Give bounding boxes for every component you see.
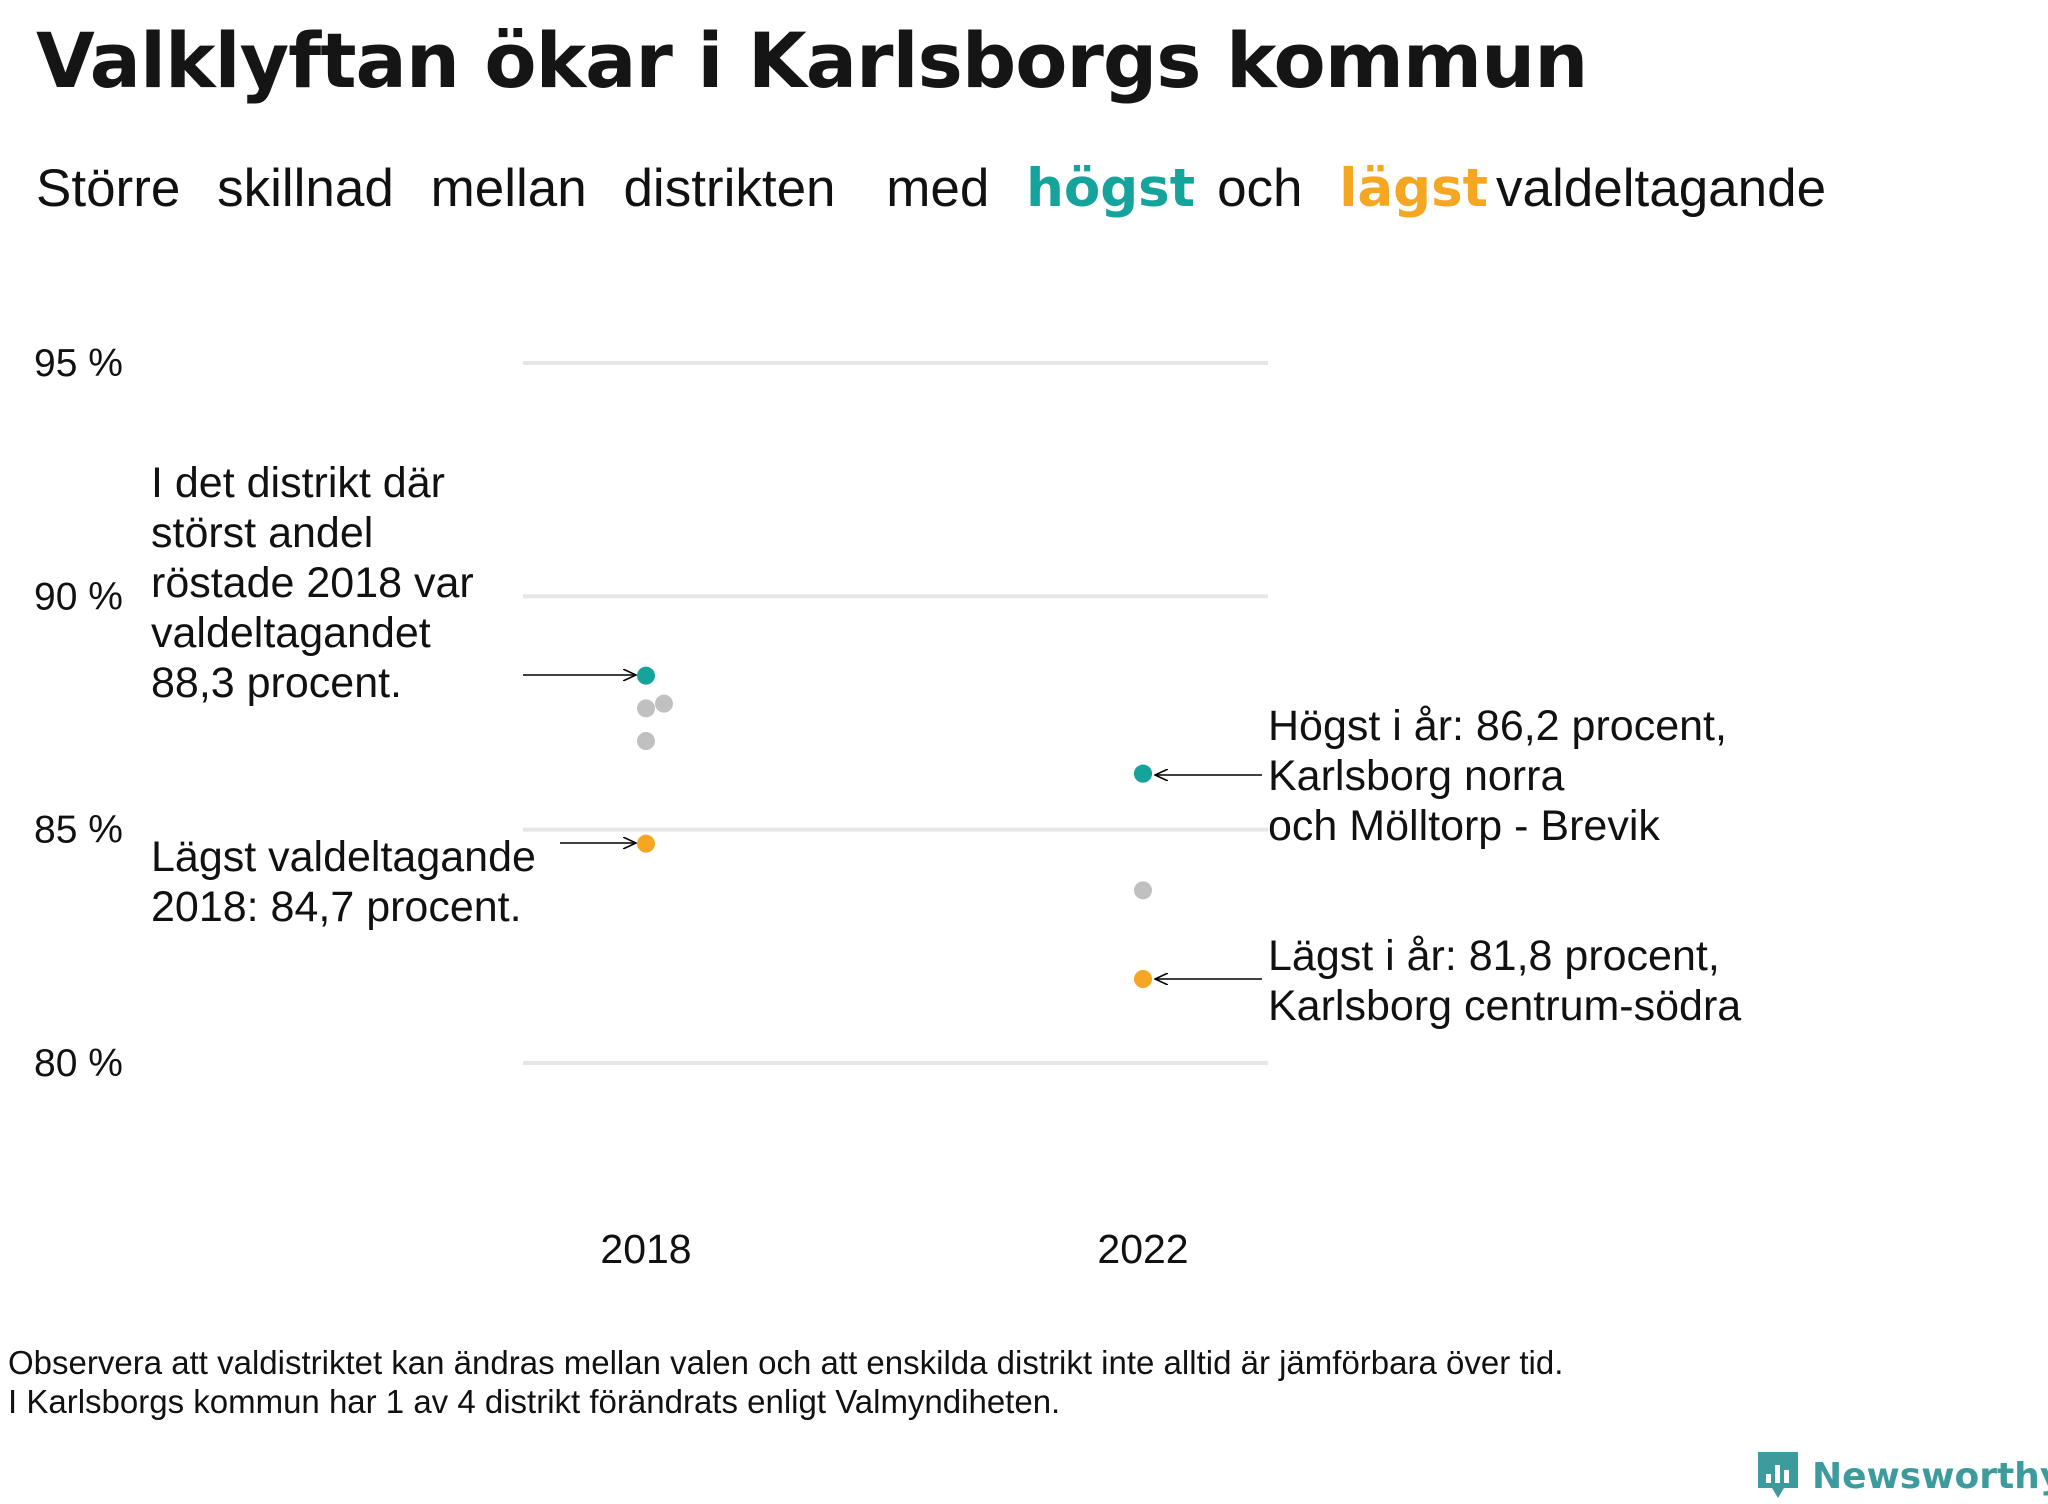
annotation-line: Karlsborg centrum-södra bbox=[1268, 982, 1742, 1030]
annotation-line: Lägst i år: 81,8 procent, bbox=[1268, 932, 1720, 980]
chart-title: Valklyftan ökar i Karlsborgs kommun bbox=[36, 16, 1588, 105]
subtitle-word: med bbox=[886, 159, 990, 218]
subtitle-word: skillnad bbox=[217, 159, 394, 218]
subtitle-word: Större bbox=[36, 159, 181, 218]
annotation-line: I det distrikt där bbox=[151, 459, 445, 507]
annotation-low-2022: Lägst i år: 81,8 procent, Karlsborg cent… bbox=[1268, 931, 1741, 1031]
y-tick-label: 95 % bbox=[34, 342, 123, 385]
annotation-arrows bbox=[523, 675, 1262, 979]
data-point-other-2022 bbox=[1134, 881, 1152, 900]
data-points bbox=[637, 666, 1152, 988]
annotation-high-2022: Högst i år: 86,2 procent, Karlsborg norr… bbox=[1268, 701, 1727, 851]
data-point-other-2018 bbox=[637, 732, 655, 750]
subtitle-tail: valdeltagande bbox=[1496, 159, 1827, 218]
data-point-lowest-2022 bbox=[1134, 970, 1152, 988]
annotation-line: och Mölltorp - Brevik bbox=[1268, 802, 1660, 850]
data-point-other-2018 bbox=[637, 699, 655, 718]
bar-chart-badge-icon bbox=[1758, 1452, 1798, 1498]
subtitle-lowest-word: lägst bbox=[1339, 158, 1489, 219]
annotation-low-2018: Lägst valdeltagande 2018: 84,7 procent. bbox=[151, 832, 536, 932]
y-tick-label: 85 % bbox=[34, 809, 123, 852]
annotation-line: röstade 2018 var bbox=[151, 559, 474, 607]
grid-lines bbox=[523, 361, 1268, 1065]
annotation-line: 88,3 procent. bbox=[151, 659, 403, 707]
subtitle-and-word: och bbox=[1217, 159, 1303, 218]
y-tick-label: 80 % bbox=[34, 1042, 123, 1085]
data-point-highest-2022 bbox=[1134, 764, 1152, 783]
y-tick-label: 90 % bbox=[34, 575, 123, 618]
annotation-line: valdeltagandet bbox=[151, 609, 431, 657]
chart-subtitle: Större skillnad mellan distrikten med hö… bbox=[36, 158, 1826, 219]
data-point-other-2018 bbox=[655, 694, 673, 713]
footnote-line: I Karlsborgs kommun har 1 av 4 distrikt … bbox=[8, 1383, 1061, 1420]
annotation-line: Högst i år: 86,2 procent, bbox=[1268, 702, 1727, 750]
x-tick-label: 2018 bbox=[600, 1226, 691, 1272]
subtitle-word: distrikten bbox=[623, 159, 836, 218]
annotation-high-2018: I det distrikt där störst andel röstade … bbox=[151, 458, 474, 708]
x-tick-label: 2022 bbox=[1097, 1226, 1188, 1272]
footnote: Observera att valdistriktet kan ändras m… bbox=[8, 1343, 1563, 1421]
y-axis-ticks: 95 % 90 % 85 % 80 % bbox=[34, 342, 123, 1085]
footnote-line: Observera att valdistriktet kan ändras m… bbox=[8, 1344, 1564, 1381]
x-axis-ticks: 2018 2022 bbox=[600, 1226, 1188, 1272]
annotation-line: 2018: 84,7 procent. bbox=[151, 883, 522, 931]
annotation-line: Lägst valdeltagande bbox=[151, 833, 536, 881]
logo-text: Newsworthy bbox=[1812, 1455, 2048, 1497]
subtitle-word: mellan bbox=[430, 159, 587, 218]
data-point-lowest-2018 bbox=[637, 834, 655, 853]
annotation-line: störst andel bbox=[151, 509, 374, 557]
subtitle-highest-word: högst bbox=[1026, 158, 1196, 219]
annotation-line: Karlsborg norra bbox=[1268, 752, 1565, 800]
data-point-highest-2018 bbox=[637, 666, 655, 685]
newsworthy-logo: Newsworthy bbox=[1756, 1448, 2048, 1504]
